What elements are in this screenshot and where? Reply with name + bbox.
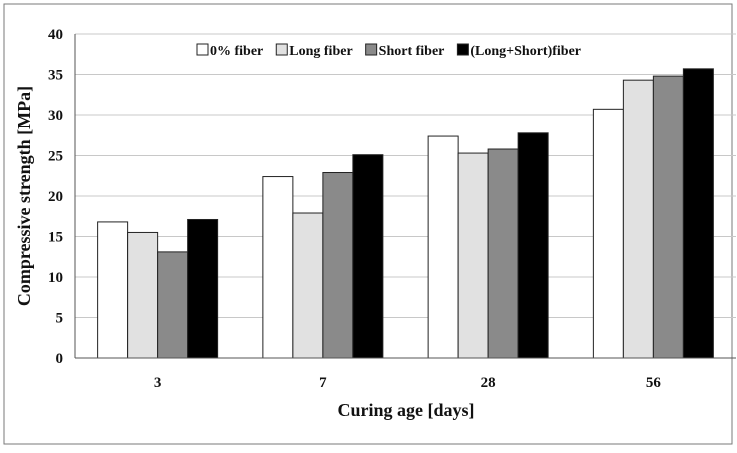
bar-3-2 <box>157 251 189 359</box>
x-tick-label: 7 <box>319 375 327 391</box>
y-axis-title: Compressive strength [MPa] <box>14 86 34 306</box>
legend-label-2: Short fiber <box>379 44 445 59</box>
bar-28-3 <box>517 132 549 359</box>
bar-28-1 <box>457 152 489 359</box>
legend-label-3: (Long+Short)fiber <box>470 44 581 59</box>
bar-28-0 <box>427 135 459 359</box>
y-tick-label: 25 <box>48 149 63 165</box>
bar-56-2 <box>652 75 684 359</box>
legend: 0% fiber Long fiber Short fiber (Long+Short… <box>196 43 581 59</box>
bar-3-3 <box>187 218 219 359</box>
bar-7-0 <box>262 176 294 359</box>
legend-swatch-0 <box>196 43 209 56</box>
legend-label-0: 0% fiber <box>210 44 263 59</box>
y-tick-label: 10 <box>48 270 63 286</box>
bar-56-3 <box>682 68 714 359</box>
x-axis-title: Curing age [days] <box>337 400 474 420</box>
bar-56-1 <box>622 79 654 359</box>
y-tick-label: 40 <box>48 27 63 43</box>
x-tick-label: 3 <box>154 375 162 391</box>
bar-3-0 <box>97 221 129 359</box>
bar-7-2 <box>322 172 354 359</box>
bar-3-1 <box>127 231 159 359</box>
legend-label-1: Long fiber <box>289 44 352 59</box>
axes: 0 5 10 15 20 25 30 35 40 3 7 28 56 <box>48 27 736 391</box>
legend-swatch-1 <box>275 43 288 56</box>
y-tick-label: 15 <box>48 230 63 246</box>
legend-swatch-2 <box>365 43 378 56</box>
y-tick-label: 35 <box>48 68 63 84</box>
x-tick-label: 28 <box>481 375 496 391</box>
y-tick-label: 30 <box>48 108 63 124</box>
legend-swatch-3 <box>456 43 469 56</box>
bar-7-3 <box>352 154 384 359</box>
x-tick-label: 56 <box>646 375 662 391</box>
y-tick-label: 5 <box>56 311 64 327</box>
bar-28-2 <box>487 148 519 359</box>
bar-7-1 <box>292 212 324 359</box>
bars <box>97 68 714 359</box>
bar-56-0 <box>592 108 624 359</box>
y-tick-label: 20 <box>48 189 63 205</box>
y-tick-label: 0 <box>56 351 64 367</box>
